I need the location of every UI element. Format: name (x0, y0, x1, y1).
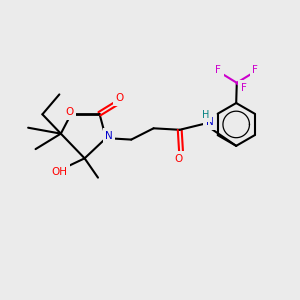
Text: F: F (215, 65, 221, 75)
Text: N: N (105, 131, 113, 141)
Text: OH: OH (51, 167, 67, 177)
Text: N: N (206, 117, 213, 127)
Text: O: O (115, 93, 124, 103)
Text: O: O (66, 107, 74, 117)
Text: H: H (202, 110, 209, 120)
Text: F: F (241, 83, 247, 93)
Text: O: O (175, 154, 183, 164)
Text: F: F (252, 65, 258, 75)
